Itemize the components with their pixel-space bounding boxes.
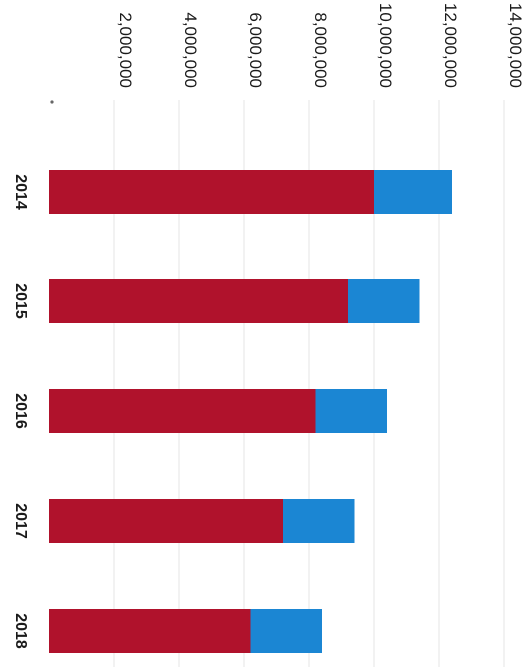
bars <box>49 170 452 653</box>
bar-2014-segment-1 <box>49 170 374 214</box>
value-tick-label: 6,000,000 <box>246 12 265 88</box>
bar-2016-segment-2 <box>315 389 387 433</box>
category-label-2018: 2018 <box>12 613 29 649</box>
bar-2017-segment-2 <box>283 499 355 543</box>
category-label-2016: 2016 <box>12 393 29 429</box>
value-axis-ticks: 2,000,000 4,000,000 6,000,000 8,000,000 10,0… <box>116 3 525 88</box>
bar-2018-segment-1 <box>49 609 251 653</box>
bar-2018-segment-2 <box>250 609 322 653</box>
value-tick-label: 2,000,000 <box>116 12 135 88</box>
axis-origin-mark <box>50 100 54 104</box>
value-tick-label: 14,000,000 <box>506 3 525 88</box>
bar-2015-segment-1 <box>49 279 348 323</box>
category-label-2015: 2015 <box>12 283 29 319</box>
bar-2015-segment-2 <box>348 279 420 323</box>
category-label-2014: 2014 <box>12 174 29 210</box>
category-label-2017: 2017 <box>12 503 29 539</box>
bar-2017-segment-1 <box>49 499 283 543</box>
category-axis-labels: 2014 2015 2016 2017 2018 <box>12 174 29 649</box>
value-tick-label: 4,000,000 <box>181 12 200 88</box>
bar-2014-segment-2 <box>374 170 452 214</box>
value-tick-label: 8,000,000 <box>311 12 330 88</box>
bar-2016-segment-1 <box>49 389 316 433</box>
value-tick-label: 12,000,000 <box>441 3 460 88</box>
value-tick-label: 10,000,000 <box>376 3 395 88</box>
